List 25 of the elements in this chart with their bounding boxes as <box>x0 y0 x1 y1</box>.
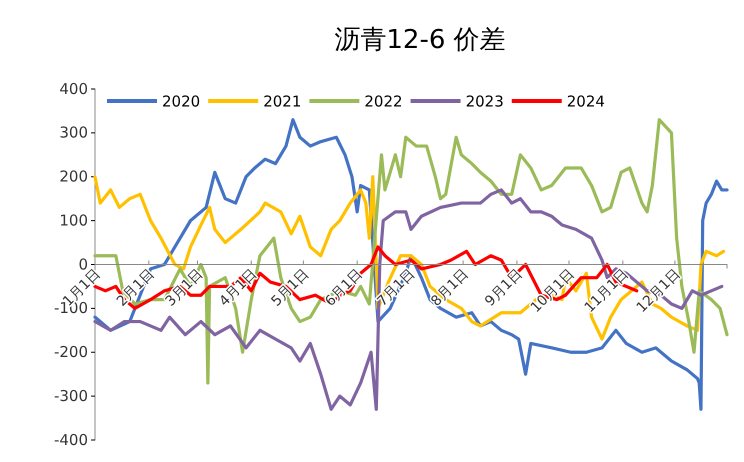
y-tick-label: -200 <box>54 343 88 362</box>
y-tick-label: -400 <box>54 430 88 449</box>
y-tick-label: -300 <box>54 386 88 405</box>
x-tick-label: 3月1日 <box>162 266 206 310</box>
y-tick-label: 0 <box>78 255 88 274</box>
legend-label: 2020 <box>162 92 200 110</box>
x-tick-label: 5月1日 <box>268 266 312 310</box>
x-tick-label: 9月1日 <box>482 266 526 310</box>
legend-label: 2023 <box>466 92 504 110</box>
legend-label: 2022 <box>364 92 403 110</box>
x-tick-label: 6月1日 <box>322 266 366 310</box>
y-tick-label: 400 <box>59 80 88 98</box>
x-tick-label: 8月1日 <box>428 266 472 310</box>
x-tick-label: 10月1日 <box>528 266 578 316</box>
x-tick-label: 2月1日 <box>114 266 158 310</box>
y-tick-label: 300 <box>59 124 88 142</box>
y-tick-label: 200 <box>59 168 88 186</box>
x-tick-label: 11月1日 <box>582 266 632 316</box>
legend-label: 2021 <box>263 92 302 110</box>
x-tick-label: 12月1日 <box>634 266 684 316</box>
chart-title: 沥青12-6 价差 <box>334 25 506 55</box>
y-tick-label: 100 <box>59 211 88 230</box>
x-tick-label: 7月1日 <box>374 266 418 310</box>
x-tick-label: 4月1日 <box>216 266 260 310</box>
legend-label: 2024 <box>566 92 605 110</box>
